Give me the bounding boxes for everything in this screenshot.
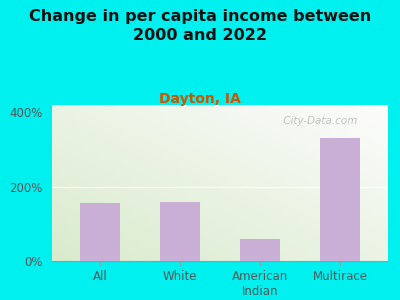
Bar [80, 203, 120, 261]
Bar [240, 239, 280, 261]
Bar [160, 202, 200, 261]
Text: Dayton, IA: Dayton, IA [159, 92, 241, 106]
Bar [320, 138, 360, 261]
Text: City-Data.com: City-Data.com [280, 116, 358, 126]
Text: Change in per capita income between
2000 and 2022: Change in per capita income between 2000… [29, 9, 371, 43]
